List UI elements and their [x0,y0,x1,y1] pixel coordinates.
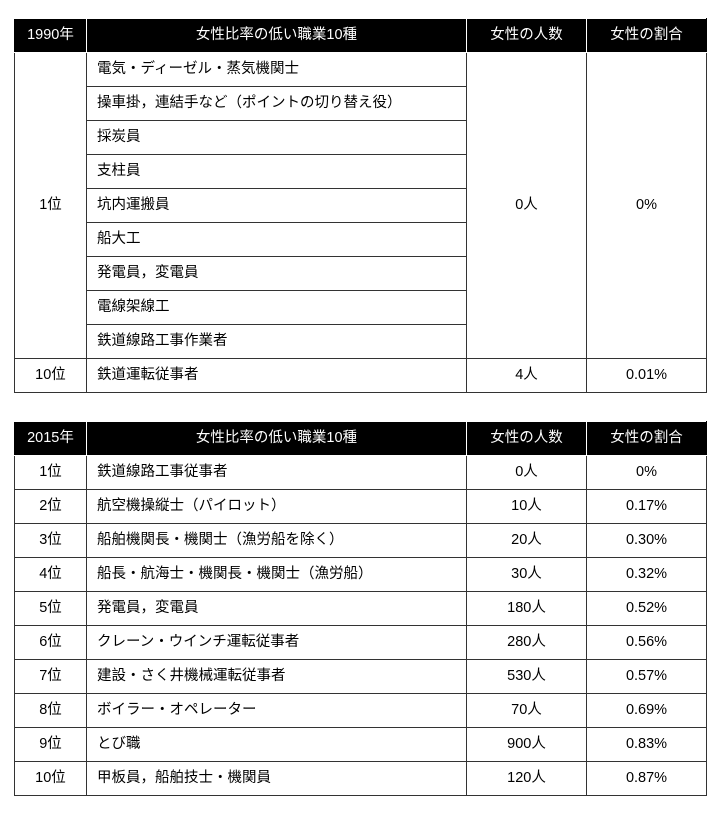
table-row: 10位甲板員，船舶技士・機関員120人0.87% [15,762,707,796]
count-cell: 0人 [467,53,587,359]
occupation-cell: 船舶機関長・機関士（漁労船を除く） [87,524,467,558]
count-cell: 0人 [467,456,587,490]
count-cell: 180人 [467,592,587,626]
count-cell: 10人 [467,490,587,524]
rank-cell: 10位 [15,762,87,796]
count-cell: 20人 [467,524,587,558]
header-ratio: 女性の割合 [587,422,707,456]
count-cell: 30人 [467,558,587,592]
occupation-cell: 鉄道運転従事者 [87,359,467,393]
table-1990: 1990年 女性比率の低い職業10種 女性の人数 女性の割合 1位電気・ディーゼ… [14,18,707,393]
header-count: 女性の人数 [467,422,587,456]
count-cell: 70人 [467,694,587,728]
occupation-cell: 電気・ディーゼル・蒸気機関士 [87,53,467,87]
occupation-cell: 操車掛，連結手など（ポイントの切り替え役） [87,87,467,121]
ratio-cell: 0.32% [587,558,707,592]
ratio-cell: 0.01% [587,359,707,393]
table-row: 1位電気・ディーゼル・蒸気機関士0人0% [15,53,707,87]
ratio-cell: 0.83% [587,728,707,762]
occupation-cell: 船長・航海士・機関長・機関士（漁労船） [87,558,467,592]
occupation-cell: クレーン・ウインチ運転従事者 [87,626,467,660]
ratio-cell: 0.87% [587,762,707,796]
ratio-cell: 0% [587,53,707,359]
table-row: 1位鉄道線路工事従事者0人0% [15,456,707,490]
occupation-cell: 建設・さく井機械運転従事者 [87,660,467,694]
table-header-row: 2015年 女性比率の低い職業10種 女性の人数 女性の割合 [15,422,707,456]
table-row: 7位建設・さく井機械運転従事者530人0.57% [15,660,707,694]
table-body-1990: 1位電気・ディーゼル・蒸気機関士0人0%操車掛，連結手など（ポイントの切り替え役… [15,53,707,393]
rank-cell: 6位 [15,626,87,660]
table-row: 9位とび職900人0.83% [15,728,707,762]
occupation-cell: 甲板員，船舶技士・機関員 [87,762,467,796]
rank-cell: 8位 [15,694,87,728]
table-row: 8位ボイラー・オペレーター70人0.69% [15,694,707,728]
ratio-cell: 0.56% [587,626,707,660]
count-cell: 120人 [467,762,587,796]
header-year: 2015年 [15,422,87,456]
rank-cell: 1位 [15,53,87,359]
header-count: 女性の人数 [467,19,587,53]
occupation-cell: とび職 [87,728,467,762]
count-cell: 4人 [467,359,587,393]
header-ratio: 女性の割合 [587,19,707,53]
table-row: 5位発電員，変電員180人0.52% [15,592,707,626]
header-title: 女性比率の低い職業10種 [87,422,467,456]
header-title: 女性比率の低い職業10種 [87,19,467,53]
rank-cell: 10位 [15,359,87,393]
occupation-cell: 電線架線工 [87,291,467,325]
count-cell: 900人 [467,728,587,762]
occupation-cell: 坑内運搬員 [87,189,467,223]
ratio-cell: 0% [587,456,707,490]
occupation-cell: 鉄道線路工事従事者 [87,456,467,490]
rank-cell: 1位 [15,456,87,490]
table-2015: 2015年 女性比率の低い職業10種 女性の人数 女性の割合 1位鉄道線路工事従… [14,421,707,796]
table-row: 2位航空機操縦士（パイロット）10人0.17% [15,490,707,524]
occupation-cell: 発電員，変電員 [87,592,467,626]
ratio-cell: 0.17% [587,490,707,524]
header-year: 1990年 [15,19,87,53]
table-header-row: 1990年 女性比率の低い職業10種 女性の人数 女性の割合 [15,19,707,53]
table-body-2015: 1位鉄道線路工事従事者0人0%2位航空機操縦士（パイロット）10人0.17%3位… [15,456,707,796]
rank-cell: 7位 [15,660,87,694]
occupation-cell: 発電員，変電員 [87,257,467,291]
rank-cell: 9位 [15,728,87,762]
occupation-cell: ボイラー・オペレーター [87,694,467,728]
table-row: 10位鉄道運転従事者4人0.01% [15,359,707,393]
rank-cell: 2位 [15,490,87,524]
occupation-cell: 支柱員 [87,155,467,189]
ratio-cell: 0.30% [587,524,707,558]
rank-cell: 3位 [15,524,87,558]
occupation-cell: 採炭員 [87,121,467,155]
ratio-cell: 0.52% [587,592,707,626]
count-cell: 280人 [467,626,587,660]
table-row: 4位船長・航海士・機関長・機関士（漁労船）30人0.32% [15,558,707,592]
rank-cell: 4位 [15,558,87,592]
rank-cell: 5位 [15,592,87,626]
occupation-cell: 航空機操縦士（パイロット） [87,490,467,524]
occupation-cell: 鉄道線路工事作業者 [87,325,467,359]
ratio-cell: 0.69% [587,694,707,728]
count-cell: 530人 [467,660,587,694]
ratio-cell: 0.57% [587,660,707,694]
table-row: 6位クレーン・ウインチ運転従事者280人0.56% [15,626,707,660]
table-row: 3位船舶機関長・機関士（漁労船を除く）20人0.30% [15,524,707,558]
occupation-cell: 船大工 [87,223,467,257]
